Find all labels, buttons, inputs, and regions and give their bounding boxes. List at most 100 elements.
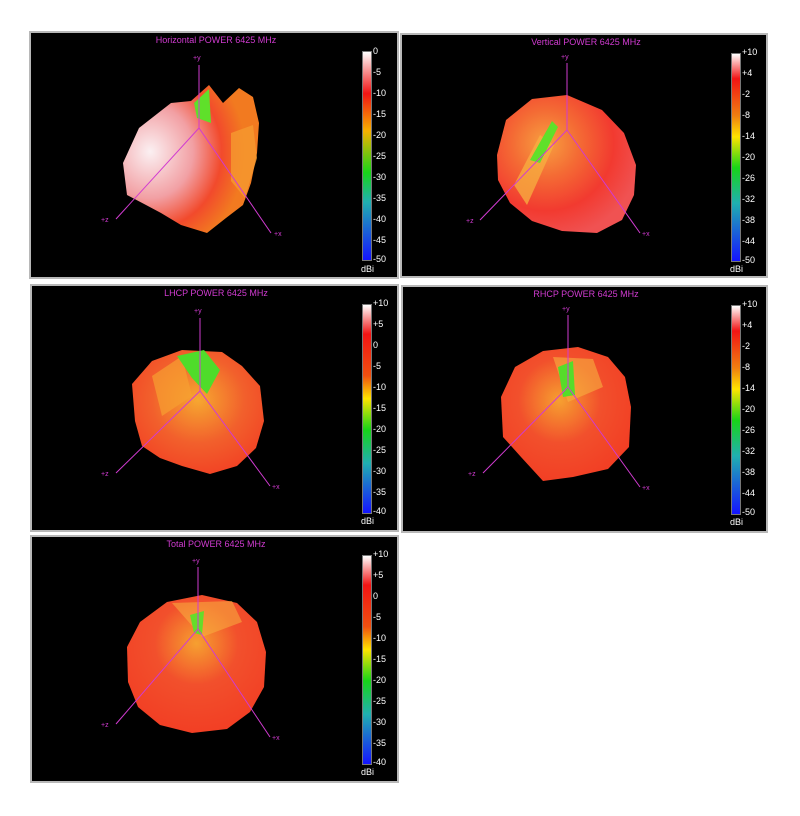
colorbar-tick: -26	[742, 173, 756, 183]
colorbar-tick: -2	[742, 89, 751, 99]
colorbar-tick: -20	[373, 424, 387, 434]
pattern-green-lobe	[194, 89, 211, 123]
colorbar-tick: -8	[742, 362, 751, 372]
panel-title: RHCP POWER 6425 MHz	[533, 289, 639, 299]
colorbar-tick: -14	[742, 131, 756, 141]
colorbar-tick: -40	[373, 506, 387, 516]
colorbar-unit: dBi	[730, 517, 744, 527]
colorbar-tick: -20	[742, 152, 756, 162]
colorbar-tick: +10	[742, 299, 758, 309]
panel-vertical-power: Vertical POWER 6425 MHz +y +z +x +10 +4 …	[400, 33, 768, 278]
panel-title: LHCP POWER 6425 MHz	[164, 288, 268, 298]
colorbar-tick: -10	[373, 382, 387, 392]
colorbar-tick: 0	[373, 46, 379, 56]
panel-total-power: Total POWER 6425 MHz +y +z +x +10 +5 0 -…	[30, 535, 399, 783]
x-axis-label: +x	[642, 485, 650, 492]
colorbar-tick: -50	[373, 254, 387, 264]
colorbar-tick: -5	[373, 612, 382, 622]
pattern-orange-patch	[152, 356, 192, 416]
z-axis	[115, 628, 199, 725]
colorbar-tick: -5	[373, 361, 382, 371]
colorbar-tick: +10	[373, 549, 389, 559]
colorbar-tick: -5	[373, 67, 382, 77]
y-axis-label: +y	[194, 308, 202, 315]
colorbar-tick: -20	[742, 404, 756, 414]
z-axis-label: +z	[468, 471, 476, 478]
colorbar-tick: -14	[742, 383, 756, 393]
colorbar-tick: -50	[742, 255, 756, 265]
radiation-pattern-3d	[115, 567, 271, 738]
colorbar-tick: -30	[373, 466, 387, 476]
radiation-pattern-3d	[115, 318, 271, 487]
colorbar-tick: +10	[373, 298, 389, 308]
colorbar-tick: +5	[373, 319, 384, 329]
colorbar-tick: -30	[373, 172, 387, 182]
panel-title: Horizontal POWER 6425 MHz	[155, 35, 277, 45]
x-axis	[198, 127, 272, 234]
x-axis-label: +x	[274, 231, 282, 238]
colorbar	[731, 53, 741, 262]
x-axis	[197, 628, 271, 738]
colorbar-tick: +10	[742, 47, 758, 57]
x-axis	[567, 386, 641, 488]
colorbar-tick: -20	[373, 675, 387, 685]
colorbar	[731, 305, 741, 515]
pattern-green-lobe	[177, 350, 220, 394]
colorbar-tick: -40	[373, 214, 387, 224]
pattern-surface	[127, 595, 266, 733]
colorbar-tick: 0	[373, 340, 379, 350]
colorbar-tick: -10	[373, 633, 387, 643]
colorbar-tick: -35	[373, 193, 387, 203]
colorbar-tick: -15	[373, 654, 387, 664]
colorbar-tick: -35	[373, 487, 387, 497]
x-axis-label: +x	[272, 484, 280, 491]
colorbar-tick: +4	[742, 320, 753, 330]
colorbar-tick: -35	[373, 738, 387, 748]
colorbar-tick: -38	[742, 467, 756, 477]
radiation-pattern-3d	[479, 63, 641, 234]
panel-rhcp-power: RHCP POWER 6425 MHz +y +z +x +10 +4 -2 -…	[401, 285, 768, 533]
z-axis-label: +z	[101, 722, 109, 729]
colorbar-tick: 0	[373, 591, 379, 601]
z-axis	[479, 129, 568, 221]
colorbar-tick: -26	[742, 425, 756, 435]
colorbar-tick: -40	[373, 757, 387, 767]
colorbar-tick: -30	[373, 717, 387, 727]
colorbar-tick: -45	[373, 235, 387, 245]
pattern-orange-patch	[172, 601, 242, 637]
colorbar-tick: -20	[373, 130, 387, 140]
colorbar-unit: dBi	[361, 516, 375, 526]
panel-horizontal-power: Horizontal POWER 6425 MHz +y +z +x 0 -5 …	[29, 31, 399, 279]
z-axis-label: +z	[101, 471, 109, 478]
colorbar-tick: -44	[742, 488, 756, 498]
colorbar-tick: -32	[742, 446, 756, 456]
colorbar	[362, 51, 372, 261]
z-axis-label: +z	[101, 217, 109, 224]
x-axis	[566, 129, 641, 234]
z-axis	[115, 390, 201, 474]
colorbar	[362, 304, 372, 514]
z-axis	[482, 386, 569, 474]
colorbar-tick: -15	[373, 109, 387, 119]
colorbar-tick: +4	[742, 68, 753, 78]
colorbar-unit: dBi	[361, 264, 375, 274]
colorbar-tick: -10	[373, 88, 387, 98]
x-axis-label: +x	[272, 735, 280, 742]
colorbar-tick: -25	[373, 445, 387, 455]
z-axis	[115, 127, 200, 220]
pattern-green-lobe	[558, 361, 575, 397]
colorbar-tick: -8	[742, 110, 751, 120]
panel-lhcp-power: LHCP POWER 6425 MHz +y +z +x +10 +5 0 -5…	[30, 284, 399, 532]
x-axis-label: +x	[642, 231, 650, 238]
pattern-surface	[123, 85, 259, 233]
colorbar-tick: +5	[373, 570, 384, 580]
colorbar-tick: -50	[742, 507, 756, 517]
x-axis	[199, 390, 271, 487]
colorbar-tick: -15	[373, 403, 387, 413]
y-axis-label: +y	[561, 54, 569, 61]
colorbar-tick: -2	[742, 341, 751, 351]
radiation-pattern-3d	[482, 315, 641, 488]
y-axis-label: +y	[562, 306, 570, 313]
y-axis-label: +y	[192, 558, 200, 565]
colorbar-tick: -25	[373, 696, 387, 706]
